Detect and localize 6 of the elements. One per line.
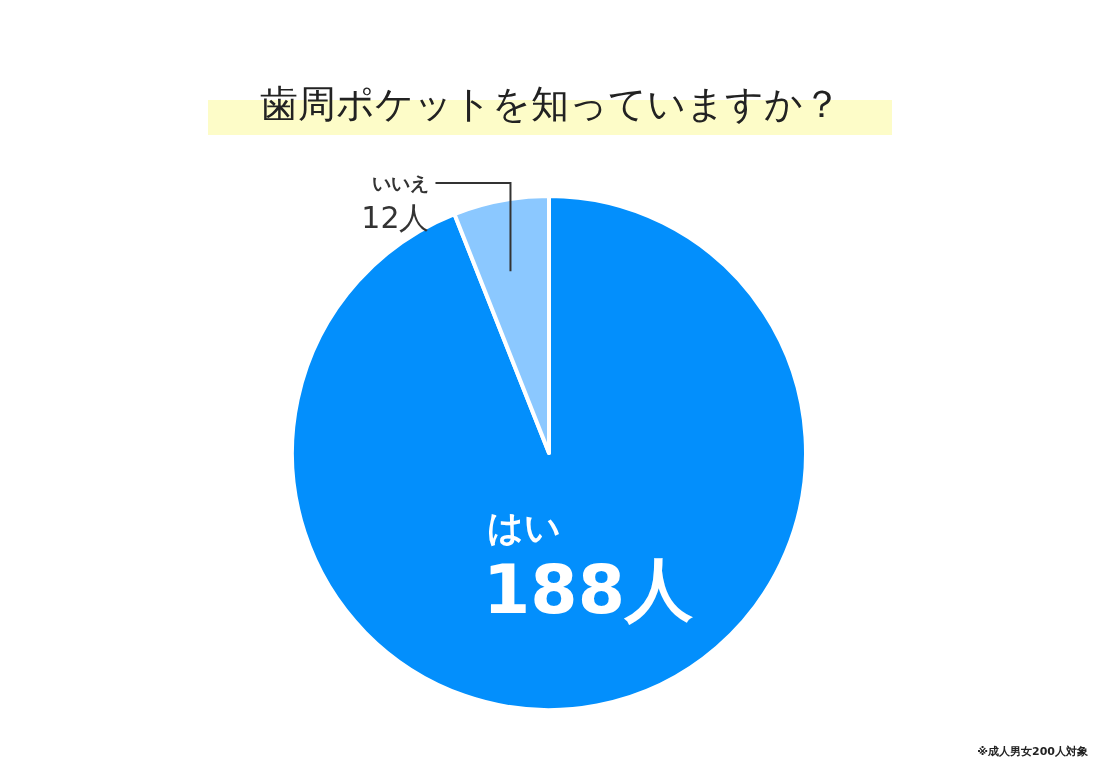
slice-label: いいえ: [372, 172, 430, 194]
text: ※成人男女200人対象: [977, 745, 1088, 758]
chart-title: 歯周ポケットを知っていますか？: [259, 82, 841, 126]
slice-label: はい: [487, 507, 561, 548]
data-label: 12人: [361, 200, 430, 235]
data-label: 188人: [483, 550, 693, 629]
